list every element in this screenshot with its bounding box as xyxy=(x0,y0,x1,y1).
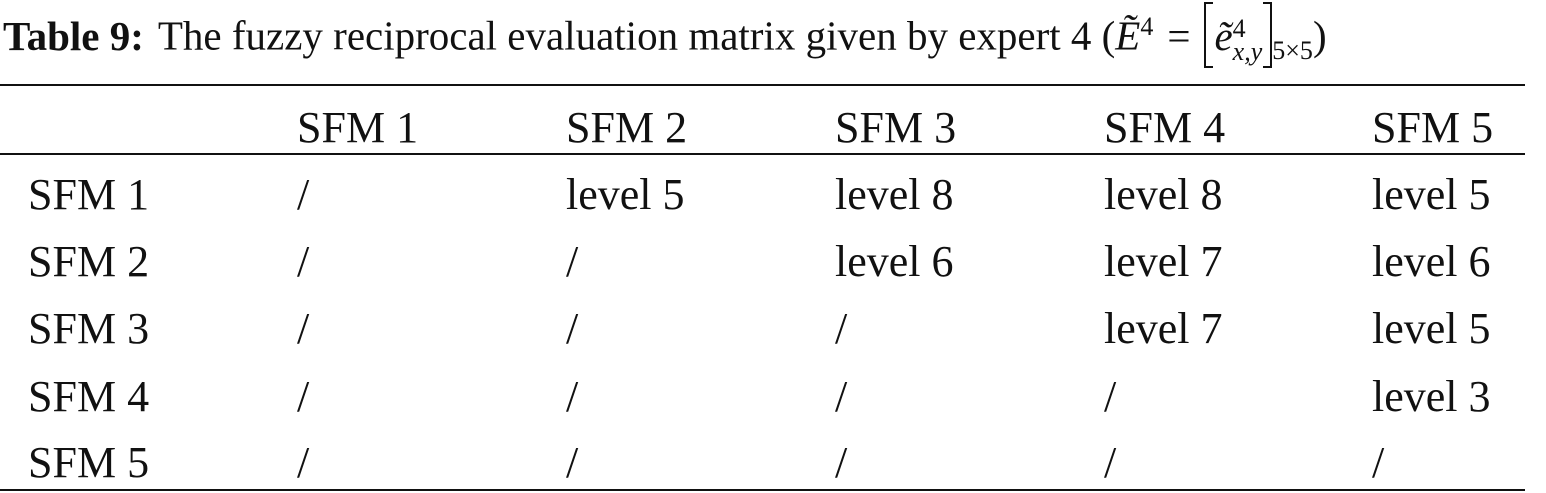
math-equals: = xyxy=(1167,12,1191,59)
table-cell: / xyxy=(566,372,579,421)
caption: Table 9: The fuzzy reciprocal evaluation … xyxy=(3,1,1327,68)
table-cell: level 5 xyxy=(566,170,685,219)
caption-label: Table 9: xyxy=(3,12,144,59)
table-cell: / xyxy=(1104,438,1117,487)
math-scripts: 4 x,y xyxy=(1232,13,1263,67)
top-rule xyxy=(0,84,1525,86)
table-cell: / xyxy=(835,372,848,421)
column-header: SFM 1 xyxy=(297,103,419,152)
table-cell: level 6 xyxy=(835,237,954,286)
table-cell: level 8 xyxy=(1104,170,1223,219)
table-cell: / xyxy=(297,304,310,353)
table-cell: level 7 xyxy=(1104,237,1223,286)
row-label: SFM 1 xyxy=(28,170,150,219)
column-header: SFM 5 xyxy=(1372,103,1494,152)
row-label: SFM 4 xyxy=(28,372,150,421)
table-cell: level 3 xyxy=(1372,372,1491,421)
table-cell: / xyxy=(297,170,310,219)
column-header: SFM 3 xyxy=(835,103,957,152)
table-cell: / xyxy=(297,237,310,286)
math-sup: 4 xyxy=(1140,12,1154,41)
math-bracket: ẽ 4 x,y xyxy=(1204,1,1273,68)
table-cell: level 5 xyxy=(1372,170,1491,219)
bottom-rule xyxy=(0,489,1525,491)
table-cell: / xyxy=(566,438,579,487)
table-cell: / xyxy=(297,372,310,421)
table-cell: / xyxy=(835,304,848,353)
row-label: SFM 3 xyxy=(28,304,150,353)
math-element: ẽ xyxy=(1214,12,1233,59)
table-cell: / xyxy=(1372,438,1385,487)
table-cell: level 7 xyxy=(1104,304,1223,353)
table-cell: level 5 xyxy=(1372,304,1491,353)
table-cell: / xyxy=(1104,372,1117,421)
table-cell: / xyxy=(566,237,579,286)
math-element-sup: 4 xyxy=(1232,13,1246,43)
table-cell: level 8 xyxy=(835,170,954,219)
column-header: SFM 2 xyxy=(566,103,688,152)
table-cell: / xyxy=(566,304,579,353)
table-cell: / xyxy=(297,438,310,487)
math-symbol: Ẽ xyxy=(1115,12,1141,59)
math-close: ) xyxy=(1312,12,1327,59)
column-header: SFM 4 xyxy=(1104,103,1226,152)
mid-rule xyxy=(0,153,1525,155)
caption-text: The fuzzy reciprocal evaluation matrix g… xyxy=(157,12,1116,59)
row-label: SFM 5 xyxy=(28,438,150,487)
row-label: SFM 2 xyxy=(28,237,150,286)
table-cell: level 6 xyxy=(1372,237,1491,286)
math-size: 5×5 xyxy=(1272,35,1313,65)
table-cell: / xyxy=(835,438,848,487)
math-element-sub: x,y xyxy=(1232,37,1263,67)
